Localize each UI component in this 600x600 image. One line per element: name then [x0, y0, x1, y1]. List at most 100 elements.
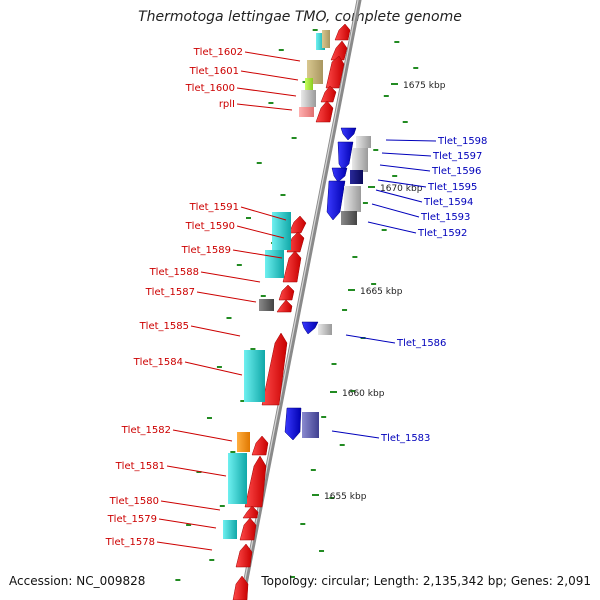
reverse-strand-genes	[301, 127, 357, 335]
left-gene-label[interactable]: Tlet_1581	[115, 461, 165, 472]
gene-tlet-1592-dark-block[interactable]	[341, 211, 357, 225]
left-gene-label[interactable]: Tlet_1582	[121, 425, 171, 436]
left-gene-label[interactable]: Tlet_1587	[145, 287, 195, 298]
right-gene-label[interactable]: Tlet_1592	[417, 228, 467, 239]
gene-tlet-1600-lime-block[interactable]	[305, 78, 313, 90]
right-gene-label[interactable]: Tlet_1595	[427, 182, 477, 193]
right-callout-line	[379, 164, 431, 172]
scale-label: 1665 kbp	[360, 287, 403, 297]
map-title: Thermotoga lettingae TMO, complete genom…	[138, 9, 462, 25]
gene-tlet-1578-arrow[interactable]	[235, 543, 253, 568]
right-gene-label[interactable]: Tlet_1596	[431, 166, 481, 177]
right-gene-label[interactable]: Tlet_1586	[396, 338, 446, 349]
gene-tlet-1587-arrow[interactable]	[276, 299, 293, 313]
right-callout-line	[371, 203, 420, 218]
right-gene-label[interactable]: Tlet_1593	[420, 212, 470, 223]
gene-tlet-1589-cyan-block[interactable]	[265, 250, 284, 278]
gene-tlet-1603-cyan-block[interactable]	[316, 33, 325, 50]
left-callout-line	[200, 271, 261, 283]
left-gene-label[interactable]: Tlet_1579	[107, 514, 157, 525]
gene-tlet-1584-arrow[interactable]	[261, 332, 288, 406]
scale-label: 1670 kbp	[380, 184, 423, 194]
gene-tlet-1591-arrow[interactable]	[288, 215, 307, 234]
left-callout-line	[236, 103, 293, 111]
gene-label-callouts: Tlet_1602 Tlet_1601 Tlet_1600 rplI Tlet_1591…	[105, 47, 487, 551]
left-callout-line	[166, 465, 227, 477]
gene-tlet-1586-gray-block[interactable]	[318, 324, 332, 335]
gene-tlet-1598-gray-block[interactable]	[356, 136, 371, 148]
gene-tlet-1596-navy-block[interactable]	[350, 170, 363, 184]
left-callout-line	[158, 518, 217, 529]
left-gene-label[interactable]: rplI	[219, 99, 235, 110]
gene-tlet-1586-arrow[interactable]	[301, 321, 319, 335]
left-gene-label[interactable]: Tlet_1588	[149, 267, 199, 278]
left-callout-line	[236, 225, 285, 239]
left-callout-line	[232, 249, 283, 259]
left-callout-line	[156, 541, 213, 551]
left-callout-line	[160, 500, 221, 511]
left-callout-line	[236, 87, 297, 97]
gene-tlet-1590-arrow[interactable]	[286, 231, 305, 253]
gene-rpli-arrow[interactable]	[315, 100, 334, 123]
gene-tlet-1593-gray-block[interactable]	[344, 186, 361, 212]
gene-next-arrow[interactable]	[232, 575, 249, 600]
right-gene-label[interactable]: Tlet_1583	[380, 433, 430, 444]
gene-tlet-1580-arrow[interactable]	[242, 505, 259, 519]
left-gene-label[interactable]: Tlet_1602	[193, 47, 243, 58]
gene-tlet-1598-arrow[interactable]	[340, 127, 357, 141]
left-callout-line	[244, 51, 301, 62]
gene-tlet-1584-cyan-block[interactable]	[244, 350, 265, 402]
gene-tlet-1579-cyan-block[interactable]	[223, 520, 237, 539]
right-callout-line	[385, 139, 437, 142]
scale-label: 1655 kbp	[324, 492, 367, 502]
left-callout-line	[172, 429, 233, 442]
left-callout-line	[196, 291, 257, 303]
gene-features	[223, 23, 371, 600]
right-callout-line	[331, 430, 380, 439]
gene-tlet-1581-cyan-block[interactable]	[228, 453, 247, 504]
left-gene-label[interactable]: Tlet_1600	[185, 83, 235, 94]
right-gene-label[interactable]: Tlet_1598	[437, 136, 487, 147]
left-gene-label[interactable]: Tlet_1591	[189, 202, 239, 213]
left-gene-label[interactable]: Tlet_1585	[139, 321, 189, 332]
left-gene-label[interactable]: Tlet_1578	[105, 537, 155, 548]
gene-tlet-1602-khaki-block[interactable]	[322, 30, 330, 48]
gene-tlet-1600-arrow[interactable]	[320, 85, 337, 103]
left-gene-label[interactable]: Tlet_1589	[181, 245, 231, 256]
scale-label: 1675 kbp	[403, 81, 446, 91]
gene-tlet-1589-arrow[interactable]	[282, 250, 302, 283]
left-gene-label[interactable]: Tlet_1590	[185, 221, 235, 232]
gene-tlet-1597-gray-block[interactable]	[352, 148, 368, 172]
left-callout-line	[190, 325, 241, 337]
gene-tlet-1583-slate-block[interactable]	[302, 412, 319, 438]
left-callout-line	[240, 206, 287, 221]
gene-tlet-1600-gray-block[interactable]	[301, 90, 316, 107]
gene-rpli-pink-block[interactable]	[299, 107, 314, 117]
topology-text: Topology: circular; Length: 2,135,342 bp…	[261, 574, 591, 588]
left-callout-line	[240, 70, 299, 81]
gene-tlet-1583-arrow-a[interactable]	[284, 407, 302, 441]
gene-tlet-1603-arrow[interactable]	[334, 23, 351, 41]
gene-tlet-1595-arrow[interactable]	[331, 167, 348, 183]
gene-tlet-1590-cyan-block[interactable]	[272, 212, 291, 250]
left-gene-label[interactable]: Tlet_1584	[133, 357, 183, 368]
right-gene-label[interactable]: Tlet_1597	[432, 151, 482, 162]
gene-tlet-1587-dark-block[interactable]	[259, 299, 274, 311]
right-callout-line	[345, 334, 396, 344]
gene-tlet-1579-arrow[interactable]	[239, 517, 257, 541]
gene-tlet-1582-arrow[interactable]	[251, 435, 269, 456]
gene-tlet-1588-arrow[interactable]	[278, 284, 295, 301]
gene-tlet-1581-arrow[interactable]	[244, 455, 267, 508]
right-callout-line	[377, 179, 427, 188]
left-gene-label[interactable]: Tlet_1601	[189, 66, 239, 77]
right-gene-label[interactable]: Tlet_1594	[423, 197, 473, 208]
gene-tlet-1582-orange-block[interactable]	[237, 432, 250, 452]
left-callout-line	[184, 361, 243, 376]
gene-tlet-1594-arrow[interactable]	[326, 180, 346, 221]
gene-tlet-1602-arrow[interactable]	[330, 40, 348, 61]
right-callout-line	[367, 221, 417, 234]
gene-tlet-1597-arrow[interactable]	[337, 141, 354, 171]
left-gene-label[interactable]: Tlet_1580	[109, 496, 159, 507]
gene-tlet-1601-arrow[interactable]	[325, 55, 345, 89]
